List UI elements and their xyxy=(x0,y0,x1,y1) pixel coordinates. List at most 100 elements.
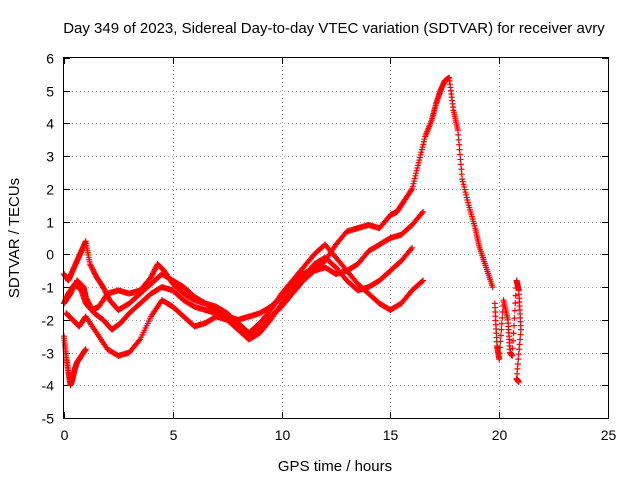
data-point xyxy=(512,300,519,307)
data-point xyxy=(415,159,422,166)
data-point xyxy=(464,197,471,204)
data-point xyxy=(420,208,427,215)
data-point xyxy=(91,269,98,276)
data-point xyxy=(82,346,89,353)
grid-layer xyxy=(64,58,608,418)
data-point xyxy=(497,338,504,345)
data-point xyxy=(409,185,416,192)
data-point xyxy=(151,267,158,274)
data-point xyxy=(461,186,468,193)
x-tick-label: 5 xyxy=(170,427,178,443)
y-tick-label: 6 xyxy=(46,51,54,67)
chart-title: Day 349 of 2023, Sidereal Day-to-day VTE… xyxy=(63,20,605,37)
y-tick-label: -2 xyxy=(42,313,55,329)
data-point xyxy=(510,337,517,344)
data-point xyxy=(499,314,506,321)
data-point xyxy=(512,292,519,299)
data-point xyxy=(510,330,517,337)
data-point xyxy=(496,356,503,363)
data-point xyxy=(414,164,421,171)
data-point xyxy=(420,277,427,284)
series-track-d xyxy=(61,238,427,336)
data-point xyxy=(408,187,415,194)
data-point xyxy=(87,262,94,269)
data-point xyxy=(418,210,425,217)
data-point xyxy=(498,320,505,327)
data-point xyxy=(102,289,109,296)
data-point xyxy=(408,246,415,253)
data-point xyxy=(515,379,522,385)
data-point xyxy=(418,146,425,153)
data-point xyxy=(91,270,98,277)
y-tick-label: 5 xyxy=(46,84,54,100)
data-point xyxy=(103,290,110,297)
data-point xyxy=(92,271,99,278)
data-point xyxy=(496,350,503,357)
data-point xyxy=(463,191,470,198)
data-point xyxy=(416,154,423,161)
data-point xyxy=(411,175,418,182)
data-point xyxy=(105,294,112,301)
data-point xyxy=(89,265,96,272)
data-point xyxy=(511,307,518,314)
data-point xyxy=(89,266,96,273)
data-point xyxy=(419,144,426,151)
x-tick-label: 25 xyxy=(601,427,617,443)
series-late-segments xyxy=(491,277,524,385)
x-tick-label: 10 xyxy=(275,427,291,443)
y-tick-label: 1 xyxy=(46,215,54,231)
data-point xyxy=(489,284,496,291)
data-point xyxy=(100,285,107,292)
data-point xyxy=(411,178,418,185)
x-axis-label: GPS time / hours xyxy=(278,458,392,475)
data-point xyxy=(409,183,416,190)
data-point xyxy=(498,326,505,333)
x-tick-label: 0 xyxy=(61,427,69,443)
data-point xyxy=(412,172,419,179)
data-point xyxy=(459,176,466,183)
data-point xyxy=(90,267,97,274)
data-point xyxy=(100,284,107,291)
data-point xyxy=(510,322,517,329)
y-tick-label: 0 xyxy=(46,247,54,263)
plot-frame xyxy=(63,57,609,419)
data-point xyxy=(88,263,95,270)
data-point xyxy=(418,278,425,285)
data-point xyxy=(149,271,156,278)
data-point xyxy=(409,244,416,251)
data-points xyxy=(61,74,524,389)
data-point xyxy=(87,261,94,268)
y-tick-label: 3 xyxy=(46,149,54,165)
data-point xyxy=(104,291,111,298)
data-point xyxy=(509,352,516,359)
data-point xyxy=(410,180,417,187)
data-point xyxy=(509,345,516,352)
y-tick-label: -1 xyxy=(42,280,55,296)
data-point xyxy=(148,272,155,279)
y-tick-label: 2 xyxy=(46,182,54,198)
data-point xyxy=(497,332,504,339)
data-point xyxy=(151,266,158,273)
x-tick-labels: 0 5 10 15 20 25 xyxy=(61,427,617,443)
data-point xyxy=(420,141,427,148)
ticks-layer xyxy=(64,58,609,419)
data-point xyxy=(152,265,159,272)
data-point xyxy=(417,151,424,158)
data-point xyxy=(465,199,472,206)
data-point xyxy=(102,288,109,295)
y-tick-label: -5 xyxy=(42,411,55,427)
y-tick-label: -3 xyxy=(42,346,55,362)
x-tick-label: 15 xyxy=(383,427,399,443)
y-tick-label: 4 xyxy=(46,116,54,132)
data-point xyxy=(418,149,425,156)
data-point xyxy=(416,157,423,164)
data-point xyxy=(511,315,518,322)
series-track-c xyxy=(63,244,416,359)
x-tick-label: 20 xyxy=(492,427,508,443)
series-track-a xyxy=(61,74,496,323)
data-point xyxy=(463,194,470,201)
data-point xyxy=(415,162,422,169)
data-point xyxy=(460,181,467,188)
data-point xyxy=(420,138,427,145)
